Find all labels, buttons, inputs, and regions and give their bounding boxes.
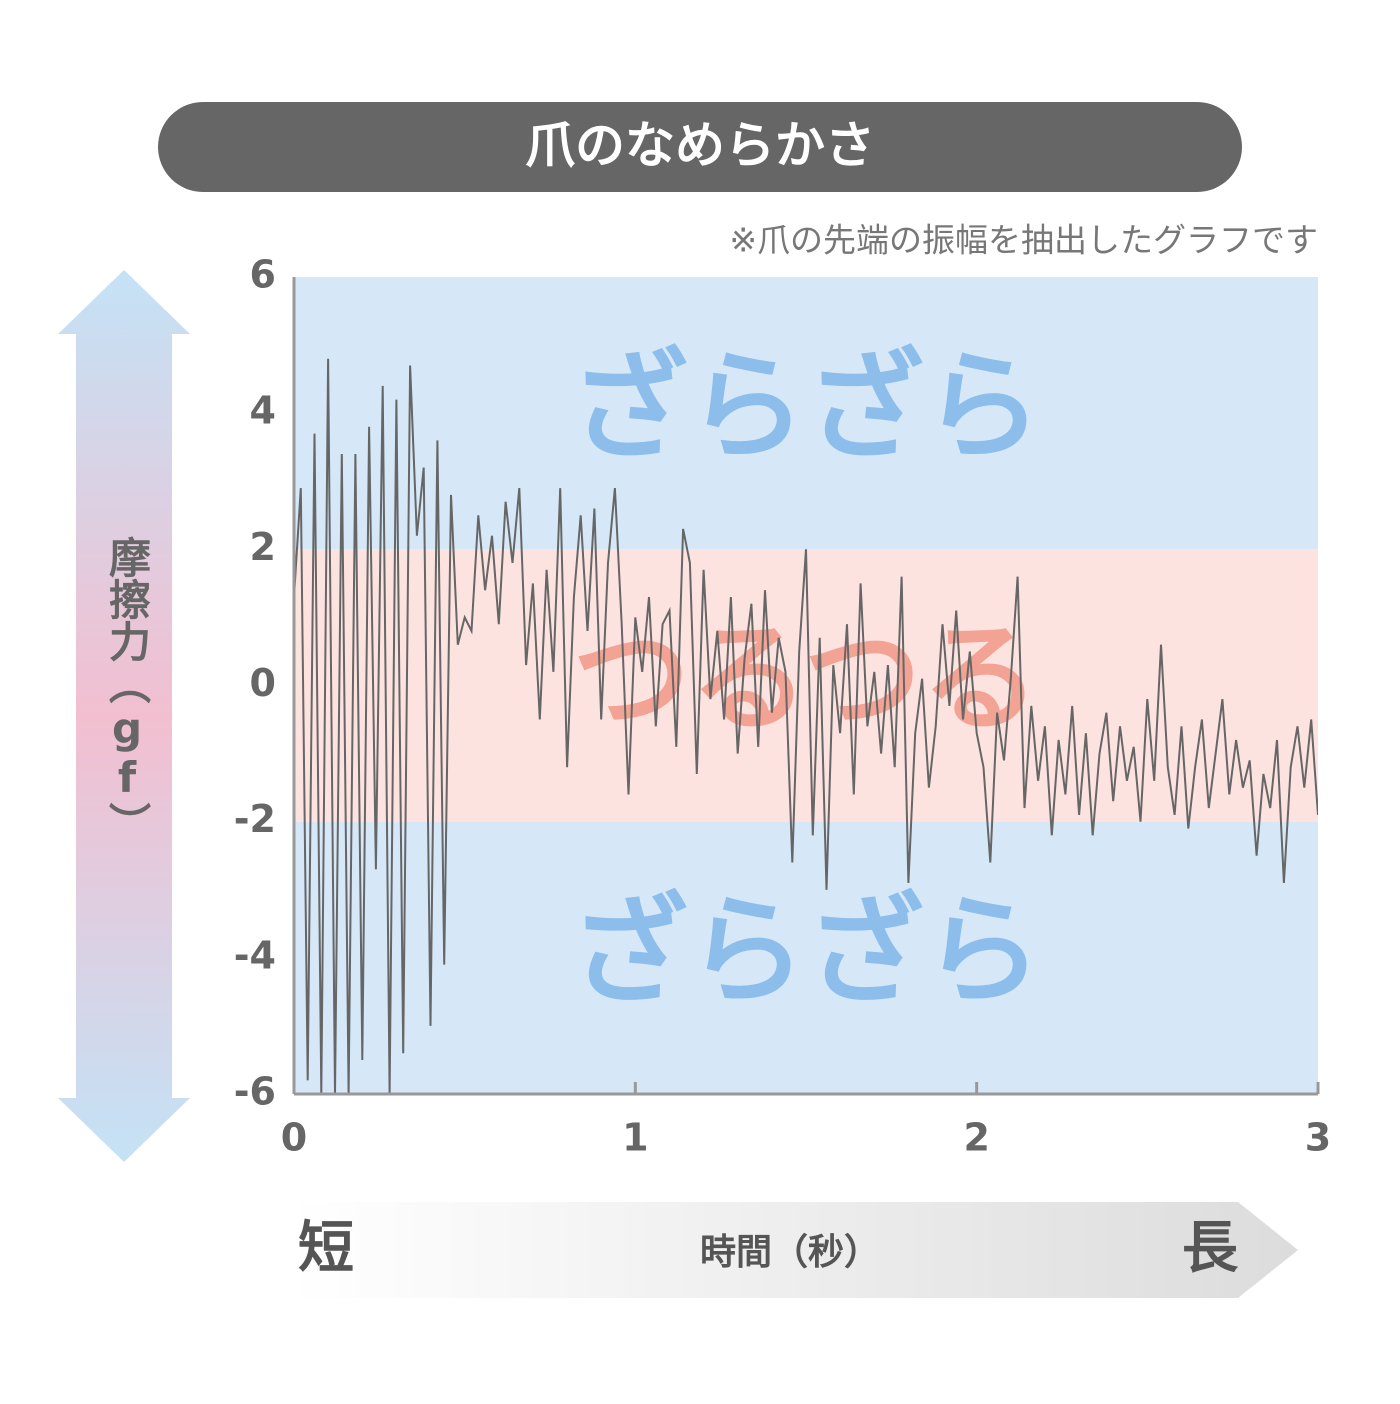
y-tick-label: -2 [234,797,276,841]
chart-title: 爪のなめらかさ [525,117,875,175]
y-tick-label: 6 [250,253,276,297]
band [294,277,1318,550]
band [294,549,1318,822]
y-axis-label: 摩擦力（gf） [103,536,152,844]
title-pill [158,102,1242,192]
plot [294,358,1318,1094]
y-tick-label: 0 [250,661,276,705]
x-arrow [290,1202,1298,1298]
y-tick-label: -4 [234,933,276,977]
x-start-label: 短 [298,1216,354,1281]
x-tick-label: 1 [622,1116,648,1160]
y-tick-label: 2 [250,525,276,569]
x-axis-label: 時間（秒） [700,1232,880,1273]
band-label: ざらざら [570,337,1042,475]
subtitle: ※爪の先端の振幅を抽出したグラフです [729,221,1318,260]
band-label: ざらざら [570,882,1042,1020]
line [294,358,1318,1094]
x-tick-label: 2 [963,1116,989,1160]
x-end-label: 長 [1182,1216,1239,1281]
x-tick-label: 3 [1305,1116,1331,1160]
y-tick-label: 4 [250,389,276,433]
band-label: つるつる [572,610,1039,748]
y-arrow [58,270,190,1162]
y-tick-label: -6 [234,1070,276,1114]
band [294,821,1318,1094]
x-tick-label: 0 [281,1116,307,1160]
